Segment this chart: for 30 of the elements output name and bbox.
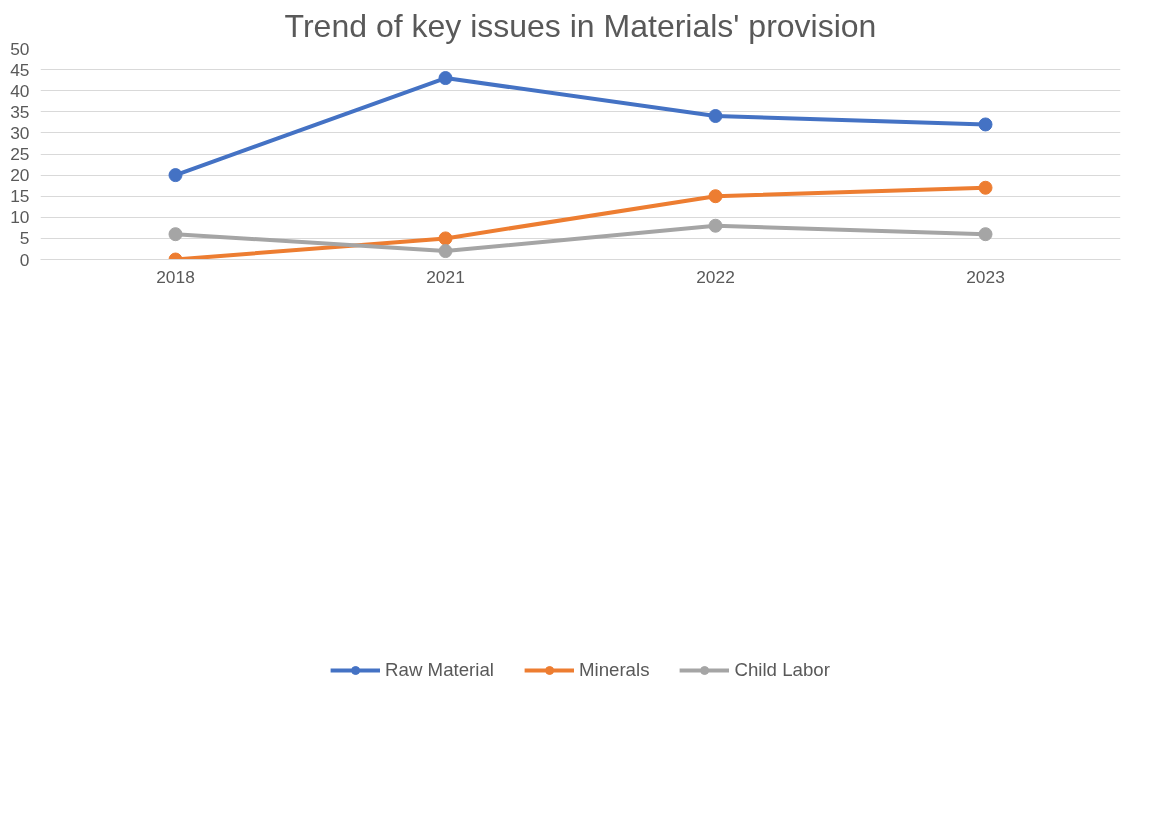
- y-tick-label: 40: [10, 80, 30, 101]
- y-tick-label: 10: [10, 207, 30, 228]
- x-tick-label: 2021: [426, 266, 465, 287]
- x-tick-label: 2022: [696, 266, 735, 287]
- y-tick-label: 25: [10, 144, 30, 164]
- y-tick-label: 15: [10, 186, 30, 207]
- point: [438, 71, 453, 86]
- y-tick-label: 0: [19, 249, 30, 270]
- legend-label: Minerals: [578, 658, 650, 681]
- x-tick-label: 2018: [156, 266, 195, 287]
- y-tick-label: 50: [10, 38, 30, 59]
- point: [978, 180, 993, 195]
- y-tick-label: 5: [19, 228, 30, 249]
- y-tick-label: 35: [10, 101, 30, 122]
- point: [438, 244, 453, 259]
- legend-label: Raw Material: [385, 658, 494, 681]
- point: [438, 231, 453, 246]
- point: [168, 168, 183, 183]
- point: [978, 117, 993, 132]
- point: [168, 227, 183, 242]
- point: [708, 109, 723, 124]
- x-tick-label: 2023: [966, 266, 1005, 287]
- y-tick-label: 30: [10, 122, 30, 143]
- point: [708, 218, 723, 233]
- point: [708, 189, 723, 204]
- legend-label: Child Labor: [734, 658, 830, 681]
- y-tick-label: 20: [10, 165, 30, 186]
- y-tick-label: 45: [10, 59, 30, 80]
- chart-title: Trend of key issues in Materials' provision: [284, 7, 877, 44]
- point: [978, 227, 993, 242]
